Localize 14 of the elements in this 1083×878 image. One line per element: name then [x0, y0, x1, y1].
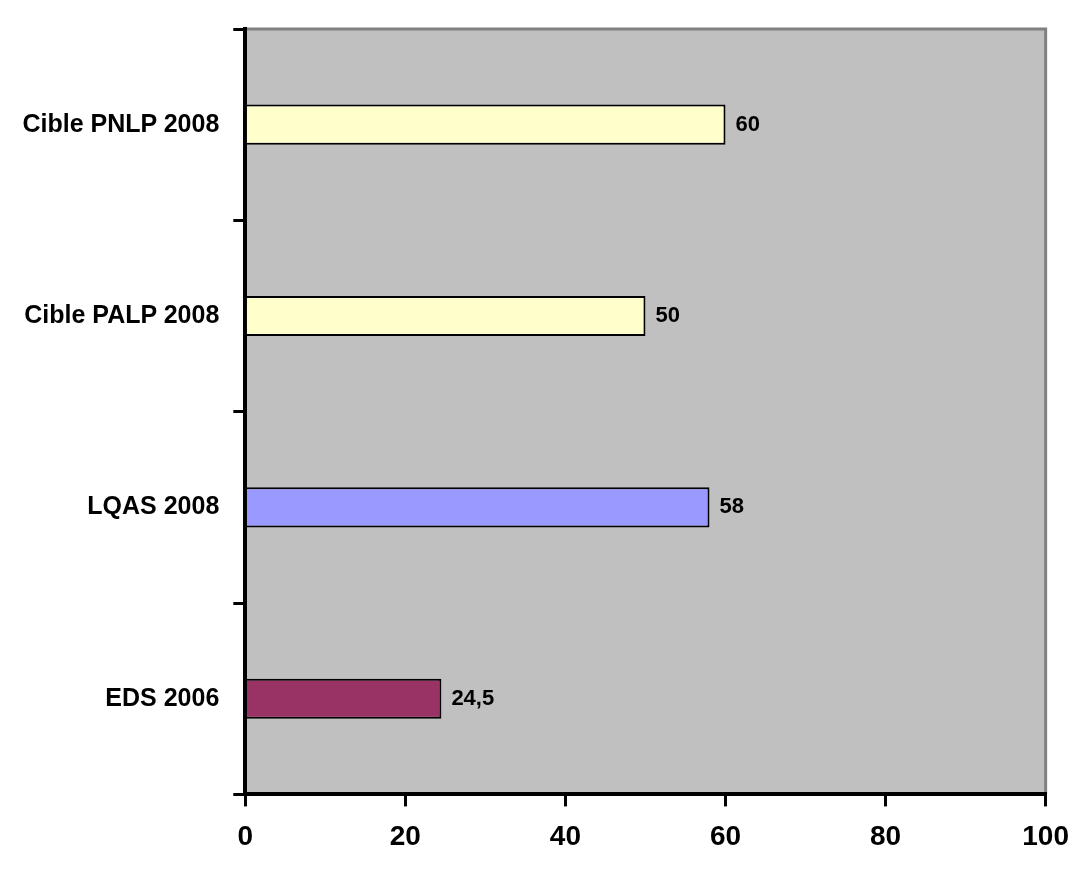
- x-tick-label: 80: [870, 819, 902, 851]
- data-label: 58: [719, 493, 744, 519]
- x-tick-label: 60: [709, 819, 742, 851]
- x-tick-label: 0: [237, 819, 254, 851]
- y-tick-label: LQAS 2008: [87, 491, 220, 520]
- data-label: 50: [655, 302, 680, 328]
- x-tick-label: 20: [389, 819, 421, 851]
- data-label: 60: [735, 110, 760, 136]
- x-tick-label: 40: [549, 819, 582, 851]
- y-tick-label: Cible PALP 2008: [24, 299, 220, 328]
- x-tick-label: 100: [1022, 819, 1069, 851]
- y-tick-label: EDS 2006: [105, 682, 220, 711]
- data-label: 24,5: [451, 684, 495, 710]
- y-tick-label: Cible PNLP 2008: [22, 108, 220, 137]
